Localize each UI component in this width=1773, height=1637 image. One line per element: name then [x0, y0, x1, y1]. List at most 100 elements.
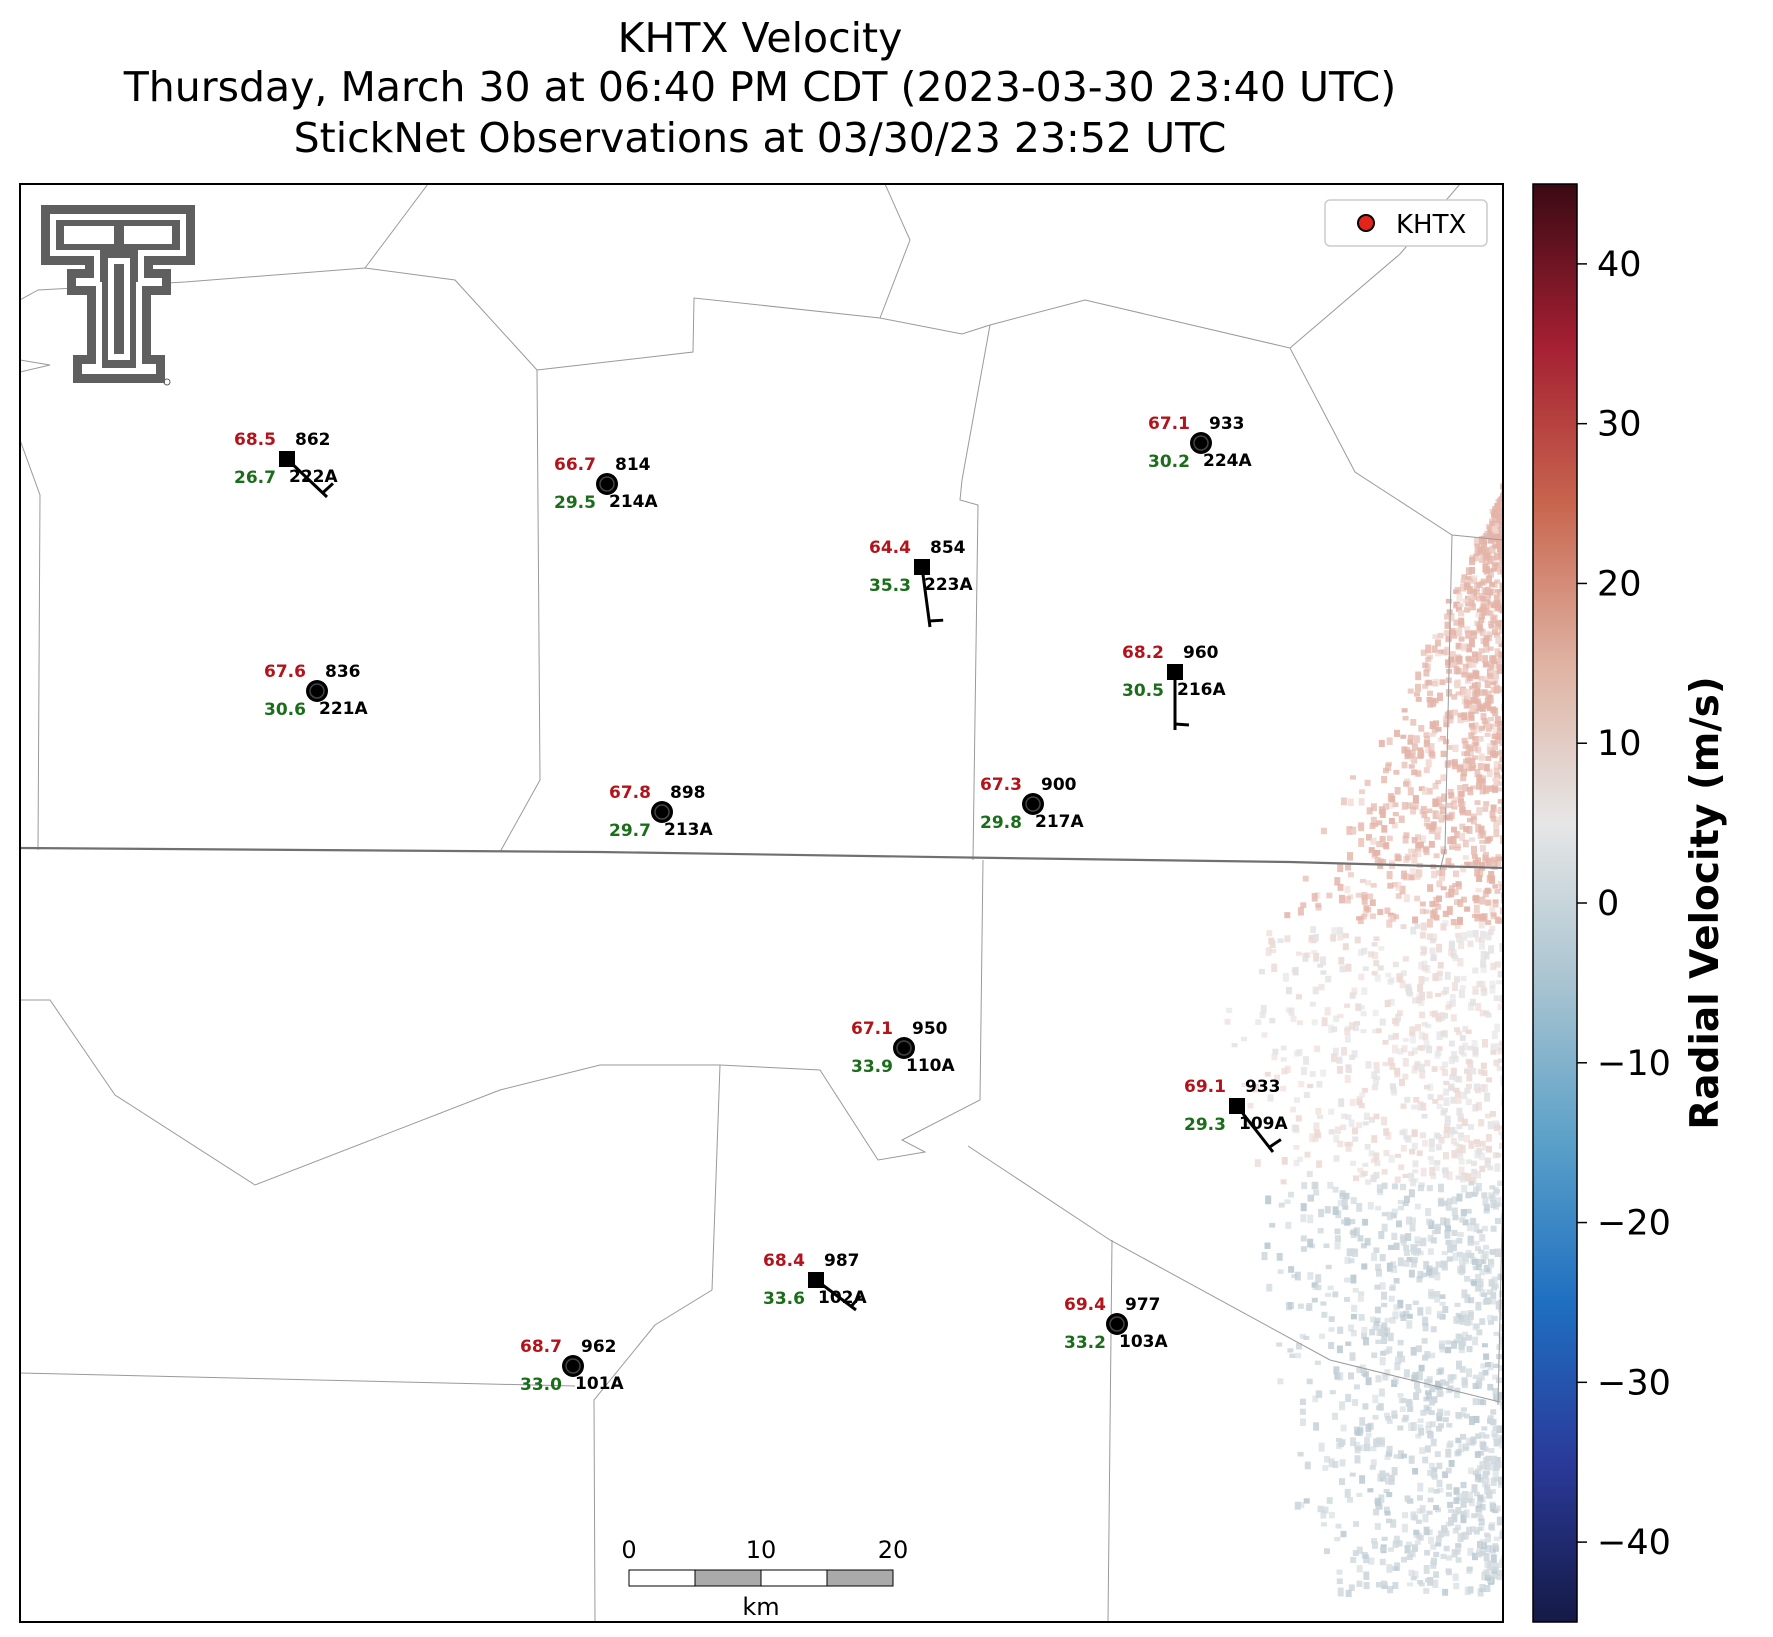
station-temperature: 67.3 — [980, 775, 1022, 795]
station-223A: 64.4 854 35.3 223A — [869, 538, 973, 628]
station-dewpoint: 30.2 — [1148, 452, 1190, 472]
station-dewpoint: 35.3 — [869, 576, 911, 596]
station-pressure: 854 — [930, 538, 966, 558]
station-marker-square — [808, 1272, 824, 1288]
colorbar-tick: 20 — [1597, 564, 1642, 604]
figure-subtitle-obs: StickNet Observations at 03/30/23 23:52 … — [294, 114, 1227, 162]
station-marker-circle — [306, 680, 328, 702]
scale-tick-20: 20 — [878, 1536, 909, 1564]
station-temperature: 67.8 — [609, 783, 651, 803]
station-dewpoint: 30.5 — [1122, 681, 1164, 701]
wind-barb-flag — [321, 482, 334, 494]
station-marker-circle — [1190, 432, 1212, 454]
station-temperature: 66.7 — [554, 455, 596, 475]
station-marker-circle — [562, 1355, 584, 1377]
station-temperature: 68.2 — [1122, 643, 1164, 663]
scale-segment-1 — [628, 1569, 696, 1587]
station-id: 217A — [1035, 812, 1084, 832]
station-id: 214A — [609, 492, 658, 512]
colorbar-gradient — [1532, 183, 1578, 1623]
station-marker-square — [914, 559, 930, 575]
colorbar-tick: −40 — [1597, 1523, 1671, 1563]
station-id: 223A — [924, 575, 973, 595]
station-marker-circle — [651, 801, 673, 823]
wind-barb-flag — [1174, 722, 1190, 727]
legend-radar-marker — [1357, 214, 1375, 232]
sticknet-stations: 68.5 862 26.7 222A 66.7 814 29.5 214A 64.4 854 35.… — [234, 414, 1288, 1395]
station-id: 103A — [1119, 1332, 1168, 1352]
station-marker-square — [1167, 664, 1183, 680]
scale-segment-4 — [826, 1569, 894, 1587]
station-101A: 68.7 962 33.0 101A — [520, 1337, 624, 1395]
station-marker-square — [279, 451, 295, 467]
scale-tick-0: 0 — [621, 1536, 636, 1564]
station-marker-square — [1229, 1098, 1245, 1114]
station-marker-circle — [1106, 1313, 1128, 1335]
station-pressure: 898 — [670, 783, 706, 803]
station-pressure: 987 — [824, 1251, 860, 1271]
radar-velocity-echoes — [1224, 481, 1503, 1598]
station-102A: 68.4 987 33.6 102A — [763, 1251, 867, 1312]
colorbar-tick: 0 — [1597, 884, 1619, 924]
ttu-logo — [41, 205, 195, 386]
colorbar-tick: 30 — [1597, 405, 1642, 445]
colorbar-tick: −30 — [1597, 1363, 1671, 1403]
station-pressure: 933 — [1245, 1077, 1281, 1097]
scale-segment-2 — [694, 1569, 762, 1587]
station-109A: 69.1 933 29.3 109A — [1184, 1077, 1288, 1153]
station-pressure: 814 — [615, 455, 651, 475]
station-marker-circle — [596, 473, 618, 495]
wind-barb-flag — [1268, 1138, 1282, 1149]
map-legend: KHTX — [1324, 199, 1488, 247]
station-213A: 67.8 898 29.7 213A — [609, 783, 713, 841]
station-dewpoint: 33.0 — [520, 1375, 562, 1395]
station-id: 102A — [818, 1288, 867, 1308]
station-temperature: 69.4 — [1064, 1295, 1106, 1315]
station-id: 224A — [1203, 451, 1252, 471]
wind-barb-flag — [850, 1294, 862, 1308]
colorbar-label: Radial Velocity (m/s) — [1683, 676, 1728, 1129]
station-217A: 67.3 900 29.8 217A — [980, 775, 1084, 833]
station-224A: 67.1 933 30.2 224A — [1148, 414, 1252, 472]
station-id: 110A — [906, 1056, 955, 1076]
station-temperature: 67.6 — [264, 662, 306, 682]
station-temperature: 68.7 — [520, 1337, 562, 1357]
map-panel: 68.5 862 26.7 222A 66.7 814 29.5 214A 64.4 854 35.… — [19, 183, 1504, 1623]
map-frame — [19, 183, 1504, 1623]
colorbar-tick: 40 — [1597, 245, 1642, 285]
station-temperature: 69.1 — [1184, 1077, 1226, 1097]
figure-title: KHTX Velocity — [618, 14, 903, 62]
scale-segment-3 — [760, 1569, 828, 1587]
station-id: 213A — [664, 820, 713, 840]
station-pressure: 836 — [325, 662, 361, 682]
colorbar: 40 30 20 10 0 −10 −20 −30 −40 Radial Velocity (m… — [1532, 183, 1728, 1623]
station-id: 109A — [1239, 1114, 1288, 1134]
station-id: 222A — [289, 467, 338, 487]
state-boundary — [20, 846, 1503, 870]
station-dewpoint: 33.9 — [851, 1057, 893, 1077]
station-dewpoint: 29.5 — [554, 493, 596, 513]
colorbar-tick: 10 — [1597, 724, 1642, 764]
figure-subtitle-time: Thursday, March 30 at 06:40 PM CDT (2023… — [123, 63, 1397, 111]
scale-bar: 0 10 20 km — [621, 1536, 908, 1621]
station-temperature: 64.4 — [869, 538, 911, 558]
wind-barb — [920, 566, 932, 628]
colorbar-tick: −10 — [1597, 1044, 1671, 1084]
wind-barb-flag — [929, 618, 944, 623]
station-temperature: 67.1 — [851, 1019, 893, 1039]
colorbar-tick: −20 — [1597, 1204, 1671, 1244]
scale-tick-10: 10 — [746, 1536, 777, 1564]
station-pressure: 950 — [912, 1019, 948, 1039]
station-pressure: 977 — [1125, 1295, 1161, 1315]
station-216A: 68.2 960 30.5 216A — [1122, 643, 1226, 730]
station-214A: 66.7 814 29.5 214A — [554, 455, 658, 513]
station-dewpoint: 33.2 — [1064, 1333, 1106, 1353]
station-id: 216A — [1177, 680, 1226, 700]
station-pressure: 960 — [1183, 643, 1219, 663]
station-dewpoint: 29.7 — [609, 821, 651, 841]
station-marker-circle — [1022, 793, 1044, 815]
station-103A: 69.4 977 33.2 103A — [1064, 1295, 1168, 1353]
colorbar-ticks: 40 30 20 10 0 −10 −20 −30 −40 — [1577, 245, 1671, 1563]
station-dewpoint: 26.7 — [234, 468, 276, 488]
